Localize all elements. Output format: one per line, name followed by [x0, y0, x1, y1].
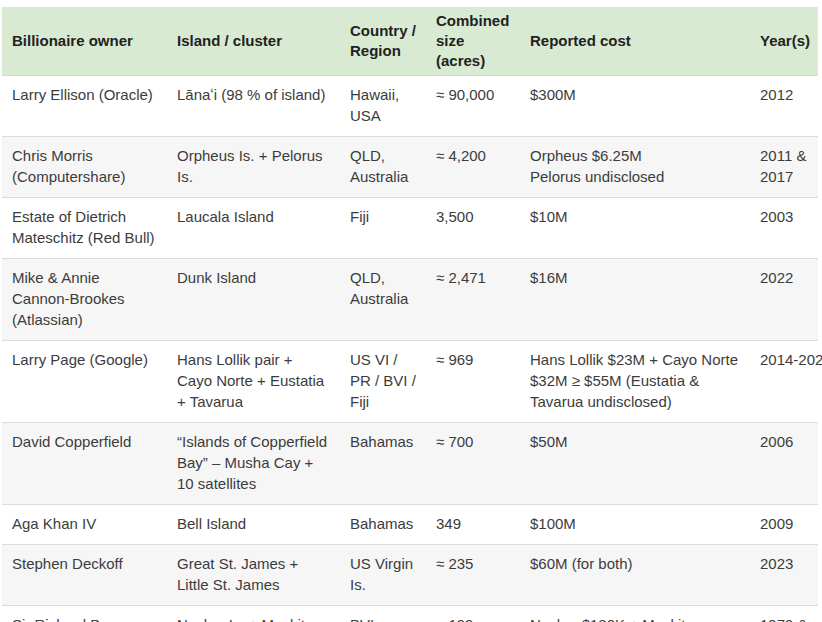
column-header-owner: Billionaire owner [2, 7, 167, 76]
column-header-region: Country / Region [340, 7, 426, 76]
cell-region: US Virgin Is. [340, 545, 426, 606]
cell-owner: Larry Page (Google) [2, 341, 167, 423]
cell-size: ≈ 2,471 [426, 259, 520, 341]
column-header-cost: Reported cost [520, 7, 750, 76]
cell-island: Dunk Island [167, 259, 340, 341]
cell-region: BVI [340, 606, 426, 622]
cell-cost: Orpheus $6.25M Pelorus undisclosed [520, 137, 750, 198]
cell-size: 349 [426, 505, 520, 545]
cell-size: ≈ 4,200 [426, 137, 520, 198]
cell-size: 3,500 [426, 198, 520, 259]
cell-size: ≈ 969 [426, 341, 520, 423]
cell-cost: $10M [520, 198, 750, 259]
cell-owner: Mike & Annie Cannon-Brookes (Atlassian) [2, 259, 167, 341]
cell-region: QLD, Australia [340, 137, 426, 198]
cell-island: Orpheus Is. + Pelorus Is. [167, 137, 340, 198]
table-row: Aga Khan IVBell IslandBahamas349$100M200… [2, 505, 818, 545]
cell-island: Necker Is. + Moskito Is. [167, 606, 340, 622]
cell-cost: $100M [520, 505, 750, 545]
cell-island: Bell Island [167, 505, 340, 545]
header-row: Billionaire owner Island / cluster Count… [2, 7, 818, 76]
table-row: Estate of Dietrich Mateschitz (Red Bull)… [2, 198, 818, 259]
cell-cost: $16M [520, 259, 750, 341]
cell-owner: Sir Richard Branson [2, 606, 167, 622]
table-body: Larry Ellison (Oracle)Lānaʻi (98 % of is… [2, 76, 818, 622]
table-row: Sir Richard BransonNecker Is. + Moskito … [2, 606, 818, 622]
cell-years: 2009 [750, 505, 818, 545]
cell-years: 2022 [750, 259, 818, 341]
billionaire-islands-table: Billionaire owner Island / cluster Count… [2, 7, 818, 622]
cell-owner: Stephen Deckoff [2, 545, 167, 606]
cell-size: ≈ 199 [426, 606, 520, 622]
column-header-years: Year(s) [750, 7, 818, 76]
cell-region: Bahamas [340, 423, 426, 505]
column-header-size: Combined size (acres) [426, 7, 520, 76]
cell-owner: David Copperfield [2, 423, 167, 505]
cell-years: 2003 [750, 198, 818, 259]
cell-region: Bahamas [340, 505, 426, 545]
table-row: David Copperfield“Islands of Copperfield… [2, 423, 818, 505]
cell-island: Great St. James + Little St. James [167, 545, 340, 606]
cell-years: 2012 [750, 76, 818, 137]
cell-region: US VI / PR / BVI / Fiji [340, 341, 426, 423]
cell-cost: Hans Lollik $23M + Cayo Norte $32M ≥ $55… [520, 341, 750, 423]
table-row: Larry Ellison (Oracle)Lānaʻi (98 % of is… [2, 76, 818, 137]
cell-years: 2014-2020 [750, 341, 818, 423]
cell-cost: $300M [520, 76, 750, 137]
cell-cost: $60M (for both) [520, 545, 750, 606]
cell-size: ≈ 90,000 [426, 76, 520, 137]
cell-island: Laucala Island [167, 198, 340, 259]
cell-years: 1979 & 2007 [750, 606, 818, 622]
cell-years: 2023 [750, 545, 818, 606]
cell-island: “Islands of Copperfield Bay” – Musha Cay… [167, 423, 340, 505]
table-row: Chris Morris (Computershare)Orpheus Is. … [2, 137, 818, 198]
table-row: Stephen DeckoffGreat St. James + Little … [2, 545, 818, 606]
cell-owner: Chris Morris (Computershare) [2, 137, 167, 198]
cell-cost: Necker $180K + Moskito $10.2M [520, 606, 750, 622]
cell-size: ≈ 700 [426, 423, 520, 505]
cell-owner: Larry Ellison (Oracle) [2, 76, 167, 137]
cell-years: 2006 [750, 423, 818, 505]
cell-island: Lānaʻi (98 % of island) [167, 76, 340, 137]
cell-owner: Aga Khan IV [2, 505, 167, 545]
table-row: Larry Page (Google)Hans Lollik pair + Ca… [2, 341, 818, 423]
column-header-island: Island / cluster [167, 7, 340, 76]
cell-years: 2011 & 2017 [750, 137, 818, 198]
cell-island: Hans Lollik pair + Cayo Norte + Eustatia… [167, 341, 340, 423]
cell-cost: $50M [520, 423, 750, 505]
cell-region: Hawaii, USA [340, 76, 426, 137]
cell-owner: Estate of Dietrich Mateschitz (Red Bull) [2, 198, 167, 259]
cell-region: QLD, Australia [340, 259, 426, 341]
cell-region: Fiji [340, 198, 426, 259]
table-row: Mike & Annie Cannon-Brookes (Atlassian)D… [2, 259, 818, 341]
cell-size: ≈ 235 [426, 545, 520, 606]
